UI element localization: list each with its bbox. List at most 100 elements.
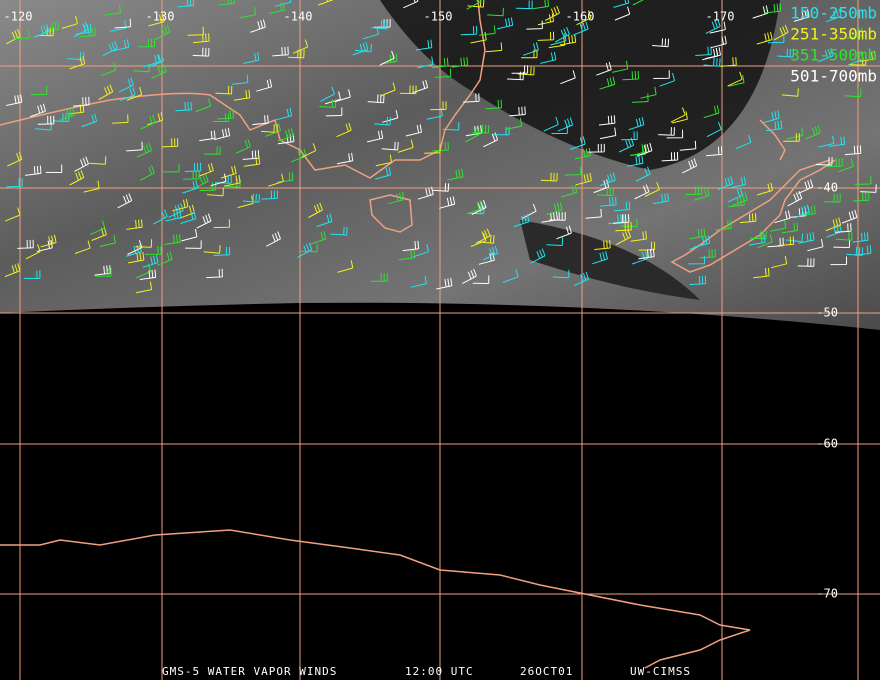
wind-barb — [83, 180, 100, 193]
wind-barb — [210, 173, 227, 187]
wind-barb — [319, 99, 337, 108]
wind-barb — [728, 196, 745, 208]
wind-barb — [243, 52, 260, 64]
wind-barb — [231, 74, 249, 85]
wind-barb — [521, 203, 537, 220]
wind-barb — [187, 26, 204, 36]
wind-barb — [218, 0, 235, 6]
wind-barb — [715, 220, 732, 231]
wind-barb — [196, 213, 212, 229]
wind-barb — [206, 268, 223, 279]
wind-barb — [530, 248, 546, 264]
wind-barb — [575, 172, 592, 186]
wind-barb — [543, 116, 559, 132]
wind-barb — [5, 29, 21, 45]
wind-barb — [785, 233, 804, 243]
wind-barb — [104, 4, 121, 16]
wind-barb — [475, 228, 491, 244]
wind-barb — [799, 205, 816, 216]
wind-barb — [102, 40, 118, 57]
wind-barb — [410, 275, 427, 288]
wind-barb — [661, 151, 679, 162]
wind-barb — [375, 166, 392, 180]
wind-barb — [546, 201, 563, 215]
wind-barb — [168, 203, 184, 218]
wind-barb — [4, 263, 21, 278]
wind-barb — [846, 246, 864, 256]
wind-barb — [679, 140, 697, 151]
wind-barb — [485, 99, 502, 110]
wind-barb — [752, 5, 769, 19]
wind-barb — [526, 20, 543, 30]
wind-barb — [193, 173, 209, 190]
wind-barb — [767, 34, 785, 44]
wind-barb — [833, 239, 851, 248]
wind-barb — [412, 79, 429, 94]
wind-barb — [705, 18, 721, 34]
wind-barb — [318, 0, 334, 6]
wind-barb — [163, 163, 180, 173]
footer-text: 12:00 UTC — [405, 665, 474, 678]
wind-barb — [830, 256, 847, 266]
wind-barb — [185, 240, 202, 249]
wind-barb — [670, 107, 686, 123]
wind-barb — [69, 170, 85, 186]
wind-barb — [90, 220, 106, 236]
latitude-label: -60 — [816, 437, 838, 451]
wind-barb — [7, 151, 23, 167]
wind-barb — [632, 93, 649, 103]
wind-barb — [598, 115, 616, 126]
wind-barb — [753, 267, 770, 279]
wind-barb — [417, 56, 434, 69]
wind-barb — [155, 24, 171, 40]
wind-barb — [352, 41, 369, 56]
wind-barb — [596, 61, 612, 76]
wind-barb — [405, 124, 422, 137]
wind-barb — [703, 57, 721, 67]
wind-barb — [239, 6, 257, 19]
latitude-label: -40 — [816, 181, 838, 195]
wind-barb — [472, 124, 490, 134]
wind-barb — [415, 39, 433, 51]
wind-barb — [180, 210, 197, 224]
wind-barb — [794, 204, 810, 219]
wind-barb — [689, 275, 707, 286]
wind-barb — [612, 60, 629, 73]
wind-barb — [682, 158, 698, 174]
wind-barb — [702, 48, 719, 61]
wind-barb — [316, 213, 333, 227]
wind-barb — [685, 186, 703, 195]
wind-barb — [844, 145, 862, 156]
wind-barb — [334, 89, 351, 103]
wind-barb — [430, 101, 447, 111]
wind-barb — [100, 62, 117, 77]
coastline — [670, 159, 836, 273]
wind-barb — [98, 84, 114, 100]
legend-entry: 251-350mb — [790, 25, 877, 44]
wind-barb — [25, 244, 41, 260]
wind-barb — [505, 118, 523, 130]
wind-barb — [165, 209, 182, 222]
wind-barb — [487, 7, 504, 17]
wind-barb — [213, 246, 231, 256]
wind-barb — [380, 82, 396, 97]
wind-barb — [483, 132, 499, 148]
longitude-label: -170 — [706, 10, 735, 24]
wind-barb — [461, 268, 477, 285]
wind-barb — [516, 0, 533, 10]
wind-barb — [540, 51, 557, 64]
wind-barb — [243, 156, 261, 167]
wind-barb — [45, 164, 63, 173]
wind-barb — [793, 9, 810, 22]
wind-barb — [417, 186, 434, 200]
dry-slot — [380, 0, 780, 170]
wind-barb — [74, 156, 89, 172]
coastline — [0, 529, 751, 669]
wind-barb — [256, 78, 273, 92]
wind-barb — [432, 57, 449, 69]
wind-barb — [183, 170, 200, 180]
wind-barb — [43, 21, 60, 34]
wind-barb — [143, 53, 160, 68]
wind-barb — [212, 113, 230, 122]
wind-barb — [325, 107, 343, 117]
